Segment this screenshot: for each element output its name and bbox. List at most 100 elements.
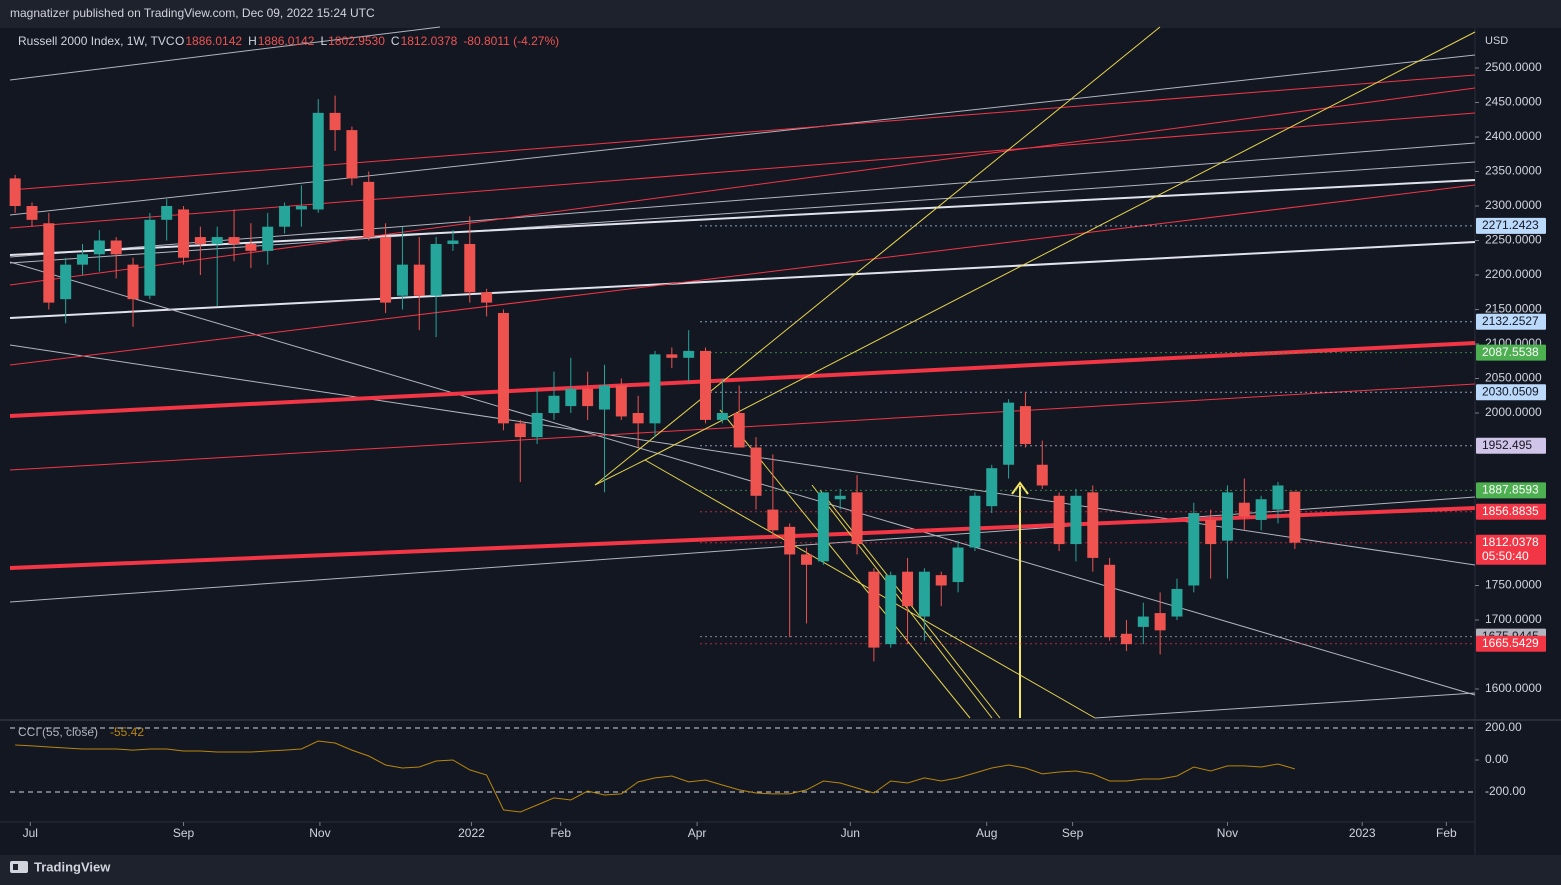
candle-body bbox=[77, 254, 89, 265]
price-badge-label: 2271.2423 bbox=[1482, 218, 1539, 232]
price-badge bbox=[1476, 482, 1546, 499]
header-bar bbox=[0, 0, 1561, 28]
legend-key: L bbox=[320, 34, 327, 48]
candle-body bbox=[1188, 513, 1200, 586]
candle-body bbox=[1003, 402, 1015, 465]
price-badge-label: 1812.0378 bbox=[1482, 535, 1539, 549]
candle-body bbox=[615, 385, 627, 417]
candle-body bbox=[1019, 406, 1031, 445]
price-badge bbox=[1476, 635, 1546, 652]
y2-tick-label: -200.00 bbox=[1485, 784, 1526, 798]
candle-body bbox=[1036, 464, 1048, 486]
candle-body bbox=[43, 223, 55, 303]
candle-body bbox=[312, 112, 324, 210]
candle-body bbox=[161, 206, 173, 220]
candle-body bbox=[582, 388, 594, 407]
candle-body bbox=[245, 243, 257, 251]
candle-body bbox=[632, 413, 644, 424]
y-tick-label: 2300.0000 bbox=[1485, 198, 1542, 212]
legend-value: 1886.0142 bbox=[185, 34, 242, 48]
candle-body bbox=[716, 413, 728, 420]
price-badge-label: 1887.8593 bbox=[1482, 483, 1539, 497]
candle-body bbox=[497, 312, 509, 424]
candle-body bbox=[767, 509, 779, 531]
candle-body bbox=[1104, 564, 1116, 638]
candle-body bbox=[952, 547, 964, 583]
candle-body bbox=[363, 181, 375, 238]
candle-body bbox=[481, 292, 493, 303]
candle-body bbox=[1255, 499, 1267, 520]
candle-body bbox=[885, 575, 897, 645]
candle-body bbox=[93, 240, 105, 255]
candle-body bbox=[834, 495, 846, 500]
candle-body bbox=[1053, 495, 1065, 545]
footer-text: TradingView bbox=[34, 859, 111, 874]
x-tick-label: Feb bbox=[1436, 826, 1457, 840]
candle-body bbox=[1205, 519, 1217, 545]
candle-body bbox=[918, 571, 930, 617]
indicator-name: CCI (55, close) bbox=[18, 725, 98, 739]
price-badge bbox=[1476, 313, 1546, 330]
price-badge-label: 1665.5429 bbox=[1482, 636, 1539, 650]
candle-body bbox=[262, 226, 274, 251]
price-badge-label: 2132.2527 bbox=[1482, 314, 1539, 328]
candle-body bbox=[295, 206, 307, 210]
candle-body bbox=[817, 492, 829, 562]
x-tick-label: Sep bbox=[1062, 826, 1084, 840]
x-tick-label: 2023 bbox=[1349, 826, 1376, 840]
price-badge-label: 1952.495 bbox=[1482, 438, 1532, 452]
candle-body bbox=[279, 206, 291, 227]
candle-body bbox=[649, 354, 661, 424]
countdown-label: 05:50:40 bbox=[1482, 549, 1529, 563]
price-badge bbox=[1476, 534, 1546, 565]
candle-body bbox=[548, 395, 560, 414]
price-badge-label: 1856.8835 bbox=[1482, 504, 1539, 518]
candle-body bbox=[1087, 492, 1099, 558]
candle-body bbox=[413, 264, 425, 296]
candle-body bbox=[329, 112, 341, 131]
price-badge-label: 2087.5538 bbox=[1482, 345, 1539, 359]
legend-value: 1812.0378 bbox=[401, 34, 458, 48]
y-tick-label: 2250.0000 bbox=[1485, 233, 1542, 247]
x-tick-label: Aug bbox=[976, 826, 997, 840]
candle-body bbox=[531, 413, 543, 438]
candle-body bbox=[380, 237, 392, 303]
y2-tick-label: 0.00 bbox=[1485, 752, 1509, 766]
candle-body bbox=[9, 178, 21, 207]
candle-body bbox=[1171, 588, 1183, 617]
y-tick-label: 2500.0000 bbox=[1485, 60, 1542, 74]
candle-body bbox=[1289, 491, 1301, 543]
candle-body bbox=[26, 206, 38, 220]
legend-value: -80.8011 (-4.27%) bbox=[463, 34, 559, 48]
legend-key: O bbox=[175, 34, 184, 48]
candle-body bbox=[851, 492, 863, 545]
y-tick-label: 2150.0000 bbox=[1485, 302, 1542, 316]
price-badge bbox=[1476, 344, 1546, 361]
candle-body bbox=[750, 447, 762, 496]
candle-body bbox=[127, 264, 139, 300]
candle-body bbox=[784, 526, 796, 555]
y-tick-label: 1750.0000 bbox=[1485, 578, 1542, 592]
candle-body bbox=[733, 413, 745, 448]
currency-label: USD bbox=[1485, 35, 1508, 47]
header-text: magnatizer published on TradingView.com,… bbox=[10, 6, 375, 20]
candle-body bbox=[1137, 616, 1149, 627]
y-tick-label: 2000.0000 bbox=[1485, 405, 1542, 419]
candle-body bbox=[178, 209, 190, 258]
candle-body bbox=[1154, 613, 1166, 631]
candle-body bbox=[598, 385, 610, 410]
legend-value: 1886.0142 bbox=[258, 34, 315, 48]
y-tick-label: 2050.0000 bbox=[1485, 371, 1542, 385]
candle-body bbox=[1221, 492, 1233, 541]
x-tick-label: Nov bbox=[1217, 826, 1238, 840]
candle-body bbox=[144, 219, 156, 296]
x-tick-label: Nov bbox=[309, 826, 330, 840]
footer-bar bbox=[0, 855, 1561, 885]
price-badge-label: 2030.0509 bbox=[1482, 384, 1539, 398]
legend-title: Russell 2000 Index, 1W, TVC bbox=[18, 34, 175, 48]
candle-body bbox=[1238, 502, 1250, 517]
y-tick-label: 1600.0000 bbox=[1485, 681, 1542, 695]
x-tick-label: Jun bbox=[841, 826, 860, 840]
legend-key: H bbox=[248, 34, 257, 48]
